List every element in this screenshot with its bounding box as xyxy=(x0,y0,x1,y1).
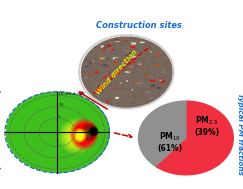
Text: PM$_{10}$
(61%): PM$_{10}$ (61%) xyxy=(157,130,183,153)
Text: Polar plots with PM hotspots: Polar plots with PM hotspots xyxy=(0,73,2,189)
Text: 10: 10 xyxy=(58,103,64,107)
Text: Wind direction: Wind direction xyxy=(95,48,138,95)
Wedge shape xyxy=(139,101,186,166)
Text: Construction sites: Construction sites xyxy=(95,21,182,30)
Text: 5: 5 xyxy=(58,115,61,119)
Text: Typical PM fractions: Typical PM fractions xyxy=(237,93,243,175)
Text: 15 wind spd: 15 wind spd xyxy=(58,92,85,96)
Text: PM$_{2.5}$
(39%): PM$_{2.5}$ (39%) xyxy=(194,114,219,137)
Wedge shape xyxy=(156,101,233,175)
